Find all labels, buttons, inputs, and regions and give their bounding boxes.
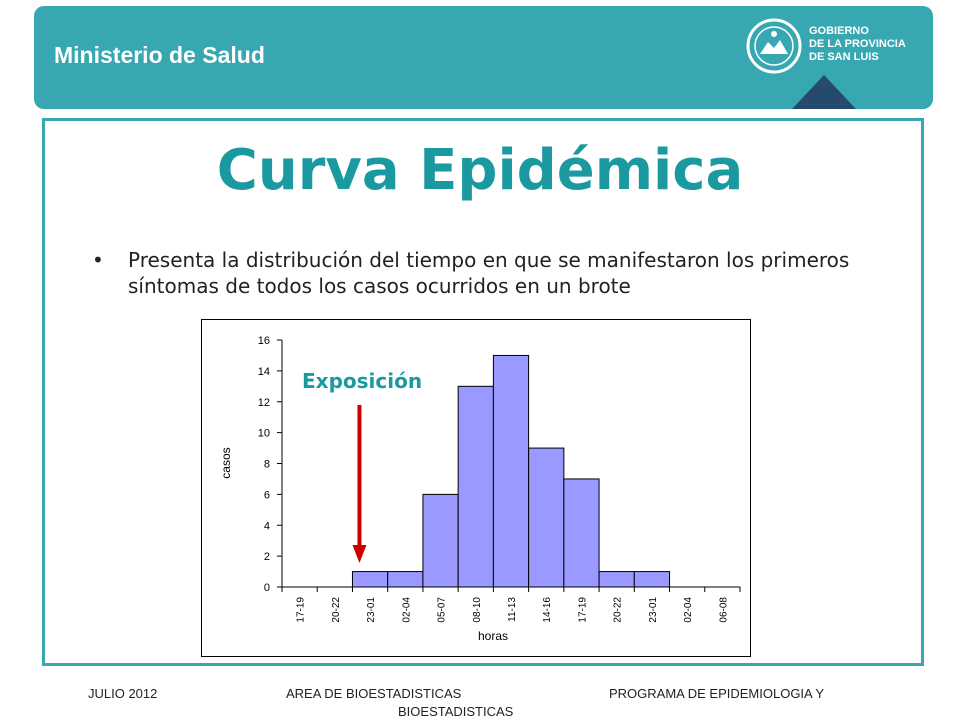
y-tick-label: 10 bbox=[258, 428, 270, 440]
bar bbox=[387, 571, 424, 588]
chart-container: 0 2 4 6 8 10 12 14 16 17-19 20-22 23-01 02-04 05-07 08… bbox=[201, 319, 751, 657]
x-axis-label: horas bbox=[478, 629, 508, 643]
x-tick-label: 17-19 bbox=[577, 597, 588, 623]
annotation-label: Exposición bbox=[302, 369, 422, 393]
footer-date: JULIO 2012 bbox=[88, 686, 158, 701]
y-axis-label: casos bbox=[219, 447, 233, 478]
x-tick-label: 05-07 bbox=[437, 597, 448, 623]
epidemic-curve-chart: 0 2 4 6 8 10 12 14 16 17-19 20-22 23-01 02-04 05-07 08… bbox=[219, 335, 741, 643]
gov-line-3: DE SAN LUIS bbox=[809, 51, 879, 63]
y-tick-label: 16 bbox=[258, 335, 270, 347]
x-tick-label: 06-08 bbox=[718, 597, 729, 623]
bar bbox=[351, 571, 389, 588]
y-tick-label: 12 bbox=[258, 397, 270, 409]
gov-line-1: GOBIERNO bbox=[809, 25, 869, 37]
gov-line-2: DE LA PROVINCIA bbox=[809, 38, 906, 50]
footer-area: AREA DE BIOESTADISTICAS bbox=[286, 686, 462, 701]
bar bbox=[563, 478, 600, 588]
slide-frame bbox=[42, 118, 924, 666]
x-tick-label: 17-19 bbox=[296, 597, 307, 623]
footer-program: PROGRAMA DE EPIDEMIOLOGIA Y bbox=[609, 686, 825, 701]
x-tick-label: 20-22 bbox=[331, 597, 342, 623]
x-tick-label: 02-04 bbox=[401, 597, 412, 623]
y-tick-label: 14 bbox=[258, 366, 270, 378]
footer-area-continued: BIOESTADISTICAS bbox=[398, 704, 514, 719]
exposure-arrow-head-icon bbox=[352, 545, 367, 563]
bar bbox=[492, 354, 530, 588]
bar bbox=[457, 385, 494, 588]
bullet-text: Presenta la distribución del tiempo en q… bbox=[128, 248, 850, 298]
y-tick-label: 4 bbox=[264, 520, 270, 532]
y-tick-label: 8 bbox=[264, 459, 270, 471]
banner-triangle bbox=[792, 75, 856, 109]
x-tick-label: 02-04 bbox=[683, 597, 694, 623]
x-tick-label: 14-16 bbox=[542, 597, 553, 623]
bar bbox=[633, 571, 671, 588]
y-tick-label: 0 bbox=[264, 582, 270, 594]
province-seal-icon bbox=[746, 18, 802, 74]
bullet-dot-icon: • bbox=[92, 248, 104, 272]
province-name: GOBIERNO DE LA PROVINCIA DE SAN LUIS bbox=[809, 25, 906, 64]
bar bbox=[422, 493, 459, 588]
ministry-name: Ministerio de Salud bbox=[54, 42, 265, 68]
y-tick-label: 6 bbox=[264, 489, 270, 501]
header-banner: Ministerio de Salud GOBIERNO DE LA PROVI… bbox=[34, 6, 933, 109]
bar bbox=[528, 447, 565, 588]
x-tick-label: 20-22 bbox=[613, 597, 624, 623]
x-tick-label: 08-10 bbox=[472, 597, 483, 623]
x-tick-label: 23-01 bbox=[648, 597, 659, 623]
slide-title: Curva Epidémica bbox=[216, 138, 744, 203]
bar bbox=[598, 571, 635, 588]
y-tick-label: 2 bbox=[264, 551, 270, 563]
x-tick-label: 23-01 bbox=[366, 597, 377, 623]
x-tick-label: 11-13 bbox=[507, 597, 518, 622]
